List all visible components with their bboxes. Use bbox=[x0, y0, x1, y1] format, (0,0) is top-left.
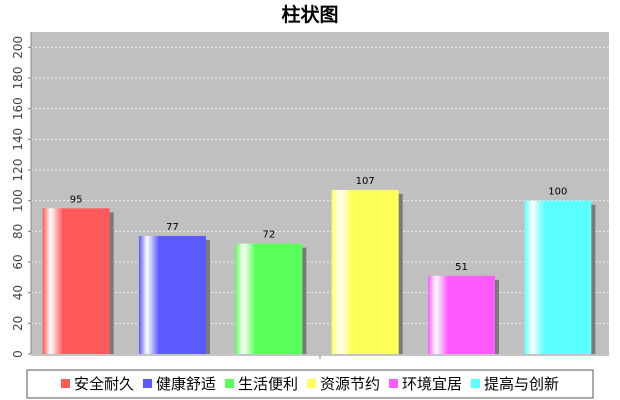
bar bbox=[235, 243, 303, 354]
y-tick-label: 0 bbox=[11, 350, 25, 358]
bar bbox=[331, 189, 399, 354]
legend-label: 提高与创新 bbox=[484, 375, 559, 393]
bar bbox=[524, 200, 592, 354]
y-tick-label: 80 bbox=[11, 224, 25, 239]
legend-label: 环境宜居 bbox=[402, 375, 462, 393]
bar bbox=[428, 275, 495, 354]
legend-swatch bbox=[471, 379, 481, 388]
legend-swatch bbox=[389, 379, 399, 388]
bar-value-label: 51 bbox=[455, 262, 468, 273]
plot-area bbox=[31, 32, 609, 354]
y-tick-label: 60 bbox=[11, 254, 25, 269]
chart-title: 柱状图 bbox=[281, 3, 338, 26]
legend-label: 资源节约 bbox=[320, 375, 380, 393]
y-tick-label: 160 bbox=[11, 97, 25, 120]
axes bbox=[30, 32, 609, 359]
y-tick-label: 20 bbox=[11, 316, 25, 331]
y-axis-ticks: 0 20 40 60 80 100 120 140 160 180 200 bbox=[11, 36, 31, 358]
bar-value-label: 72 bbox=[262, 230, 275, 241]
legend-swatch bbox=[224, 379, 234, 388]
bar-value-label: 95 bbox=[70, 194, 83, 205]
y-tick-label: 200 bbox=[11, 36, 25, 59]
legend-swatch bbox=[306, 379, 316, 388]
legend-swatch bbox=[142, 379, 152, 388]
legend-swatch bbox=[60, 379, 70, 388]
y-tick-label: 100 bbox=[11, 189, 25, 212]
legend-label: 生活便利 bbox=[238, 375, 298, 393]
y-tick-label: 140 bbox=[11, 128, 25, 151]
bar-value-label: 77 bbox=[166, 222, 179, 233]
bar bbox=[42, 208, 110, 354]
bar-value-label: 107 bbox=[356, 176, 375, 187]
bar-value-label: 100 bbox=[548, 187, 567, 198]
y-tick-label: 120 bbox=[11, 159, 25, 182]
y-tick-label: 40 bbox=[11, 285, 25, 300]
bar bbox=[139, 235, 206, 354]
y-tick-label: 180 bbox=[11, 67, 25, 90]
value-labels: 95 77 72 107 51 100 bbox=[70, 176, 568, 273]
grid-lines bbox=[31, 46, 609, 324]
bars bbox=[42, 189, 596, 354]
legend: 安全耐久 健康舒适 生活便利 资源节约 环境宜居 提高与创新 bbox=[26, 369, 594, 399]
legend-label: 健康舒适 bbox=[156, 375, 216, 393]
legend-label: 安全耐久 bbox=[74, 375, 134, 393]
